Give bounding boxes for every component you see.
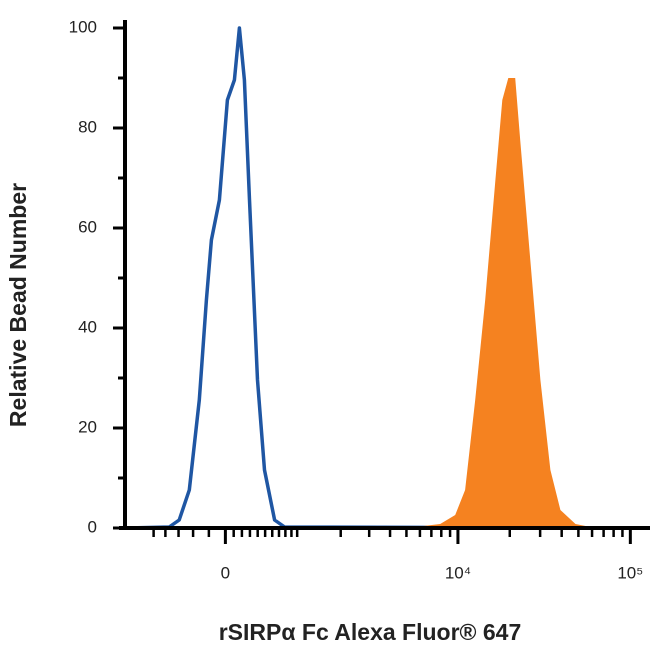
y-tick-label: 0 bbox=[88, 517, 97, 536]
histogram-outline bbox=[124, 26, 650, 530]
y-tick-label: 20 bbox=[78, 417, 97, 436]
y-tick-label: 80 bbox=[78, 117, 97, 136]
x-tick-label: 10⁵ bbox=[617, 563, 643, 582]
x-tick-label: 0 bbox=[221, 563, 230, 582]
y-tick-label: 100 bbox=[69, 17, 97, 36]
histogram-filled bbox=[415, 78, 591, 528]
y-tick-label: 40 bbox=[78, 317, 97, 336]
x-tick-label: 10⁴ bbox=[445, 563, 471, 582]
y-tick-label: 60 bbox=[78, 217, 97, 236]
y-axis-label: Relative Bead Number bbox=[5, 183, 31, 427]
x-axis-label: rSIRPα Fc Alexa Fluor® 647 bbox=[219, 619, 522, 645]
